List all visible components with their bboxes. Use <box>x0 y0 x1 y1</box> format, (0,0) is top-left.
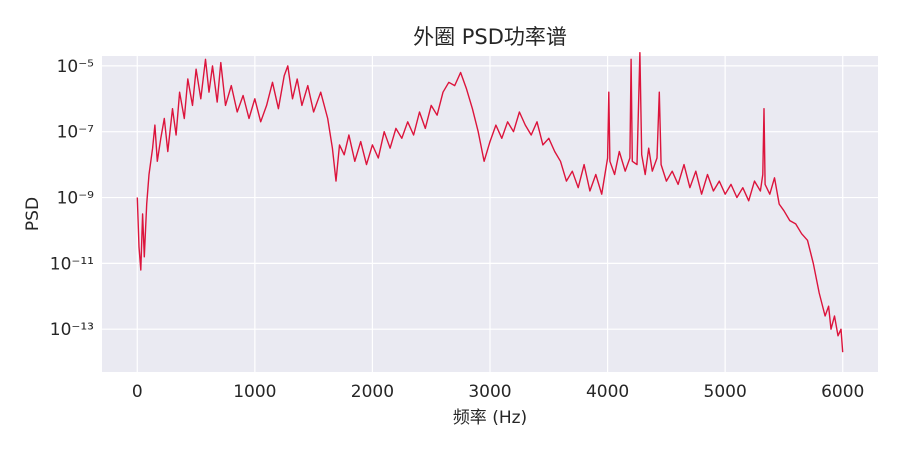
y-tick-label: 10⁻⁹ <box>57 189 95 209</box>
y-tick-label: 10⁻¹¹ <box>50 254 94 274</box>
x-tick-label: 1000 <box>233 382 276 402</box>
chart-title: 外圈 PSD功率谱 <box>413 25 567 49</box>
x-tick-label: 6000 <box>821 382 864 402</box>
x-axis-label: 频率 (Hz) <box>453 408 527 428</box>
y-tick-label: 10⁻¹³ <box>50 320 94 340</box>
y-tick-label: 10⁻⁵ <box>57 57 94 77</box>
x-tick-label: 0 <box>132 382 143 402</box>
x-tick-label: 5000 <box>704 382 747 402</box>
grid-lines <box>102 56 878 372</box>
y-axis-label: PSD <box>23 197 43 231</box>
psd-series-line <box>136 52 844 353</box>
y-tick-label: 10⁻⁷ <box>57 123 95 143</box>
x-tick-labels: 0 1000 2000 3000 4000 5000 6000 <box>132 382 865 402</box>
y-tick-labels: 10⁻⁵ 10⁻⁷ 10⁻⁹ 10⁻¹¹ 10⁻¹³ <box>50 57 94 340</box>
x-tick-label: 3000 <box>468 382 511 402</box>
x-tick-label: 4000 <box>586 382 629 402</box>
series-layer <box>136 52 844 353</box>
x-tick-label: 2000 <box>351 382 394 402</box>
